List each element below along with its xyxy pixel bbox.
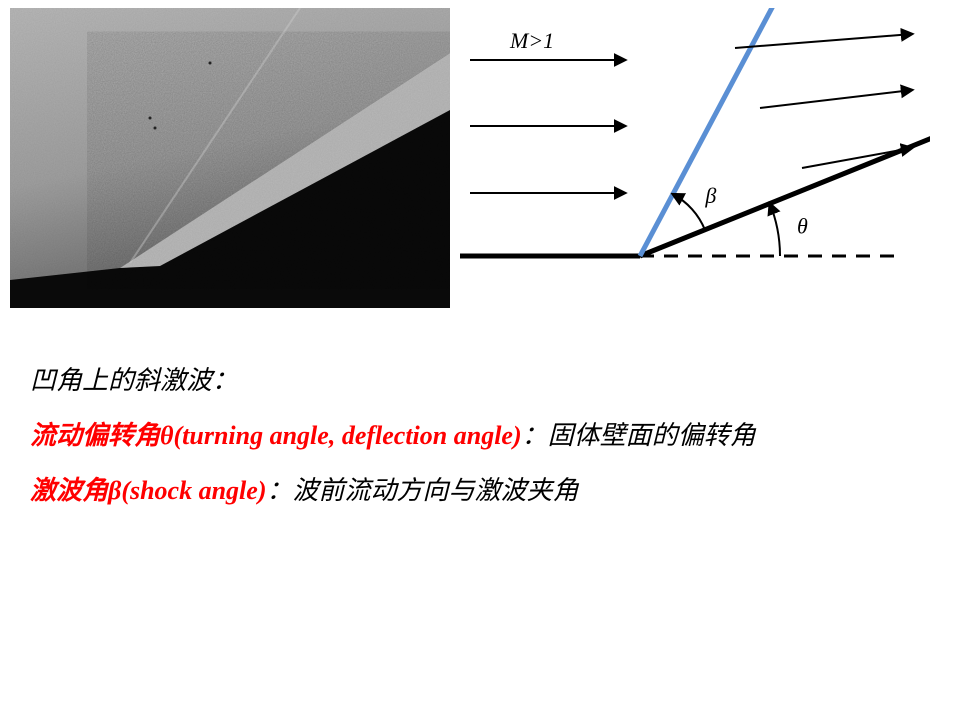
svg-text:θ: θ [797, 213, 808, 238]
turning-angle-def: ：固体壁面的偏转角 [522, 421, 756, 450]
shock-angle-term: 激波角β(shock angle) [30, 476, 266, 505]
turning-angle-term: 流动偏转角θ(turning angle, deflection angle) [30, 421, 522, 450]
svg-text:β: β [704, 183, 716, 208]
oblique-shock-diagram: M>1 β θ [450, 8, 930, 308]
svg-text:M>1: M>1 [509, 28, 554, 53]
schlieren-photo [10, 8, 450, 308]
caption-block: 凹角上的斜激波： 流动偏转角θ(turning angle, deflectio… [0, 308, 960, 514]
shock-angle-def: ：波前流动方向与激波夹角 [266, 476, 578, 505]
image-row: M>1 β θ [0, 0, 960, 308]
caption-line1: 凹角上的斜激波： [30, 366, 238, 395]
